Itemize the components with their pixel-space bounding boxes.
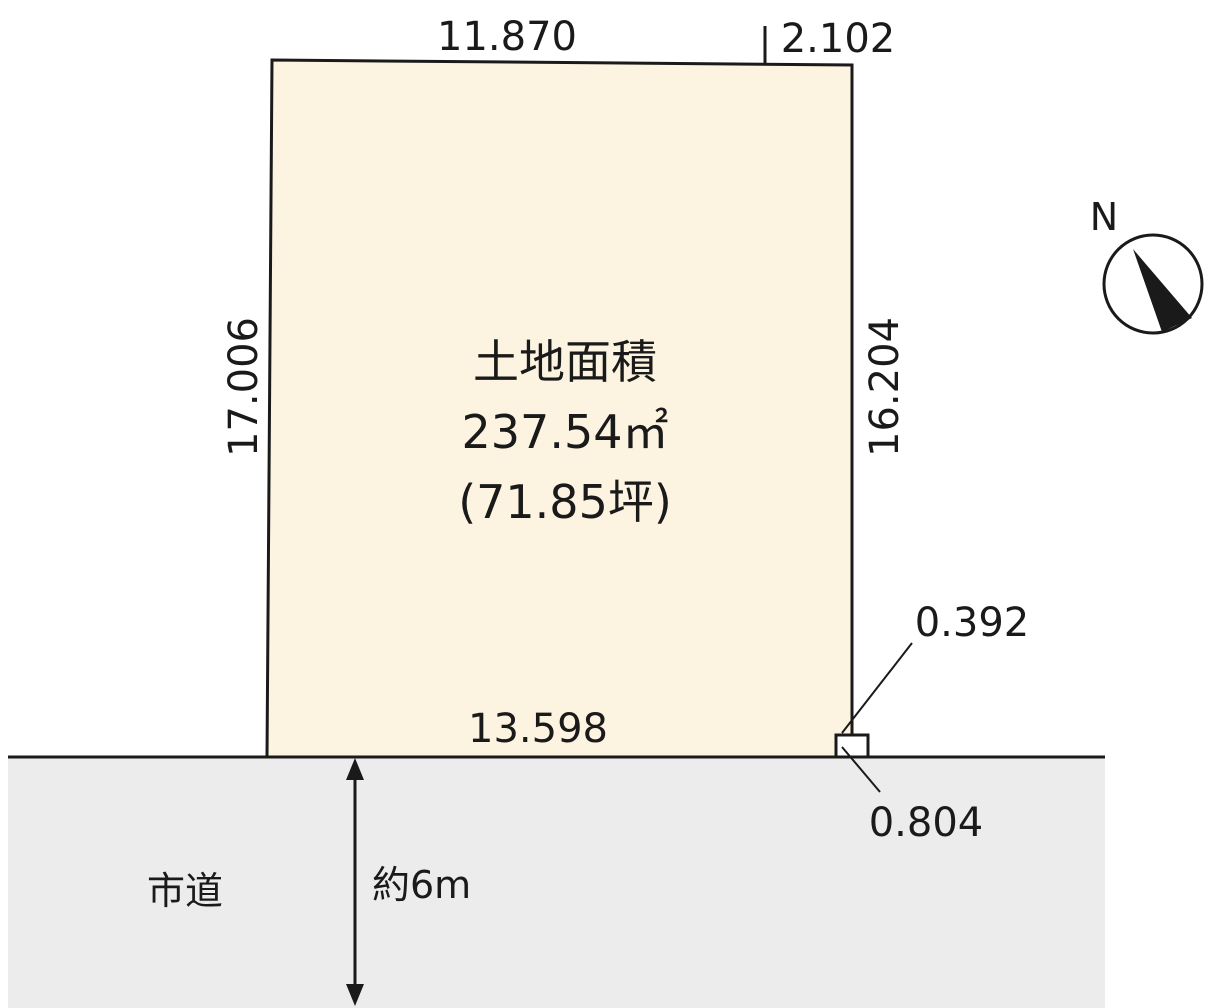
dimension-right: 16.204 [862, 317, 908, 457]
road-width: 約6m [372, 863, 471, 907]
dimension-corner-b: 0.804 [869, 800, 984, 846]
north-label: N [1090, 195, 1118, 239]
road-label: 市道 [147, 869, 223, 913]
dimension-bottom: 13.598 [468, 706, 608, 752]
corner-notch [834, 733, 870, 759]
area-value: 237.54㎡ [462, 405, 669, 459]
area-title: 土地面積 [473, 335, 657, 389]
dimension-corner-a: 0.392 [915, 600, 1030, 646]
area-tsubo: (71.85坪) [458, 475, 672, 529]
dimension-left: 17.006 [221, 317, 267, 457]
north-arrow-icon [1102, 233, 1204, 335]
road-area [8, 757, 1105, 1008]
dimension-top-right: 2.102 [781, 16, 896, 62]
corner-leader-a [841, 642, 913, 734]
road-width-arrow [346, 758, 364, 1006]
dimension-top-left: 11.870 [437, 14, 577, 60]
corner-leader-b [841, 746, 881, 793]
